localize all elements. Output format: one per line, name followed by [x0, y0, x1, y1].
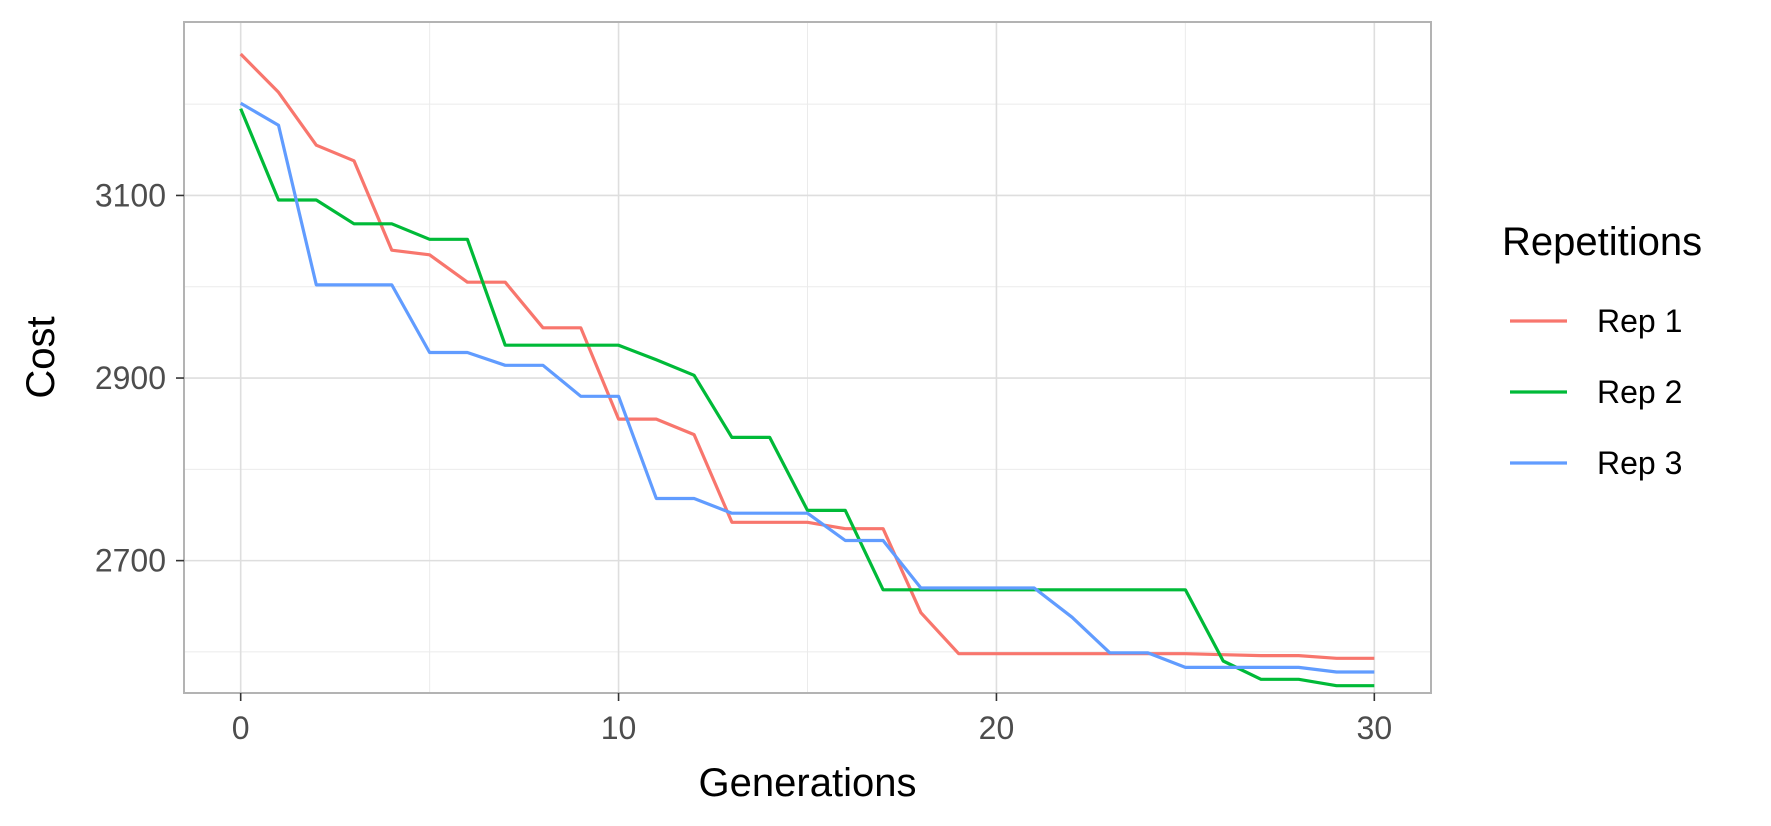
x-axis-title: Generations [699, 761, 917, 805]
x-tick-label: 30 [1357, 710, 1393, 746]
legend: Repetitions Rep 1 Rep 2 Rep 3 [1502, 220, 1702, 481]
series-line-rep-1 [239, 52, 1375, 660]
x-tick-label: 0 [232, 710, 250, 746]
legend-items: Rep 1 Rep 2 Rep 3 [1510, 303, 1682, 481]
legend-title: Repetitions [1502, 220, 1702, 264]
x-tick-label: 20 [979, 710, 1015, 746]
y-tick-label: 3100 [95, 177, 166, 213]
plot-panel-border [183, 21, 1432, 694]
series-line-rep-2 [239, 108, 1375, 688]
y-tick-label: 2900 [95, 360, 166, 396]
legend-label-rep-2: Rep 2 [1597, 374, 1682, 410]
x-axis-ticks: 0 10 20 30 [232, 693, 1392, 746]
series-lines [239, 52, 1375, 688]
series-line-rep-3 [239, 101, 1375, 674]
x-tick-label: 10 [601, 710, 637, 746]
legend-label-rep-3: Rep 3 [1597, 445, 1682, 481]
y-axis-title: Cost [19, 316, 63, 398]
y-axis-ticks: 2700 2900 3100 [95, 177, 184, 579]
major-gridlines [184, 22, 1431, 693]
legend-label-rep-1: Rep 1 [1597, 303, 1682, 339]
y-tick-label: 2700 [95, 543, 166, 579]
